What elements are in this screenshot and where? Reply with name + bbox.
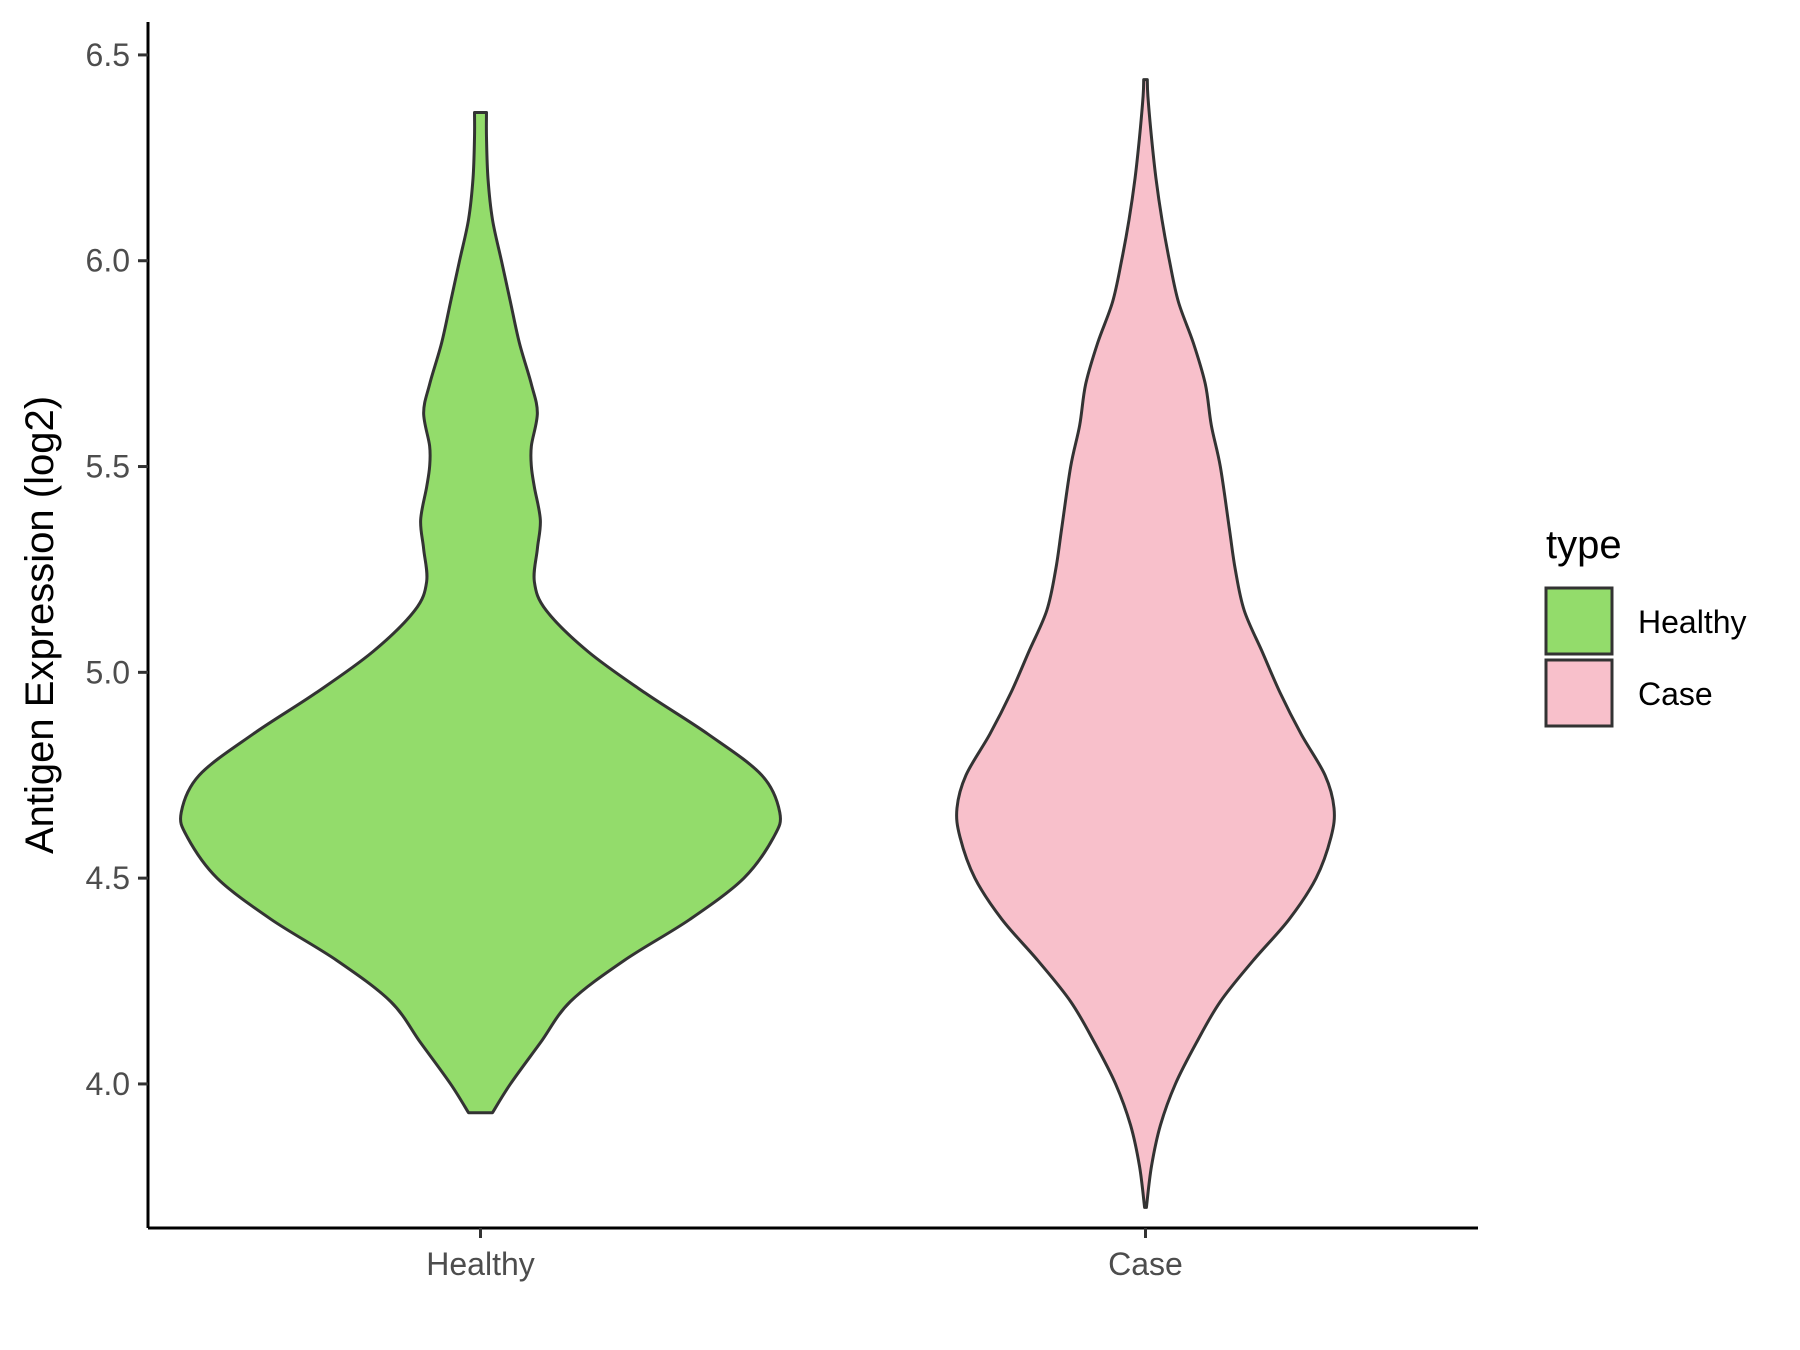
y-tick-label: 6.5 <box>86 37 130 73</box>
x-tick-label: Healthy <box>426 1246 535 1282</box>
x-ticks: Healthy Case <box>426 1228 1183 1282</box>
y-tick-label: 5.5 <box>86 449 130 485</box>
legend-swatch <box>1544 586 1614 656</box>
legend-title: type <box>1546 523 1622 567</box>
y-ticks: 4.0 4.5 5.0 5.5 6.0 6.5 <box>86 37 148 1102</box>
y-tick-label: 4.5 <box>86 860 130 896</box>
legend: type Healthy Case <box>1544 523 1747 728</box>
x-tick-label: Case <box>1108 1246 1183 1282</box>
legend-swatch <box>1544 658 1614 728</box>
y-axis-title: Antigen Expression (log2) <box>18 396 62 854</box>
y-tick-label: 6.0 <box>86 243 130 279</box>
legend-label: Healthy <box>1638 604 1747 640</box>
legend-items: Healthy Case <box>1544 586 1747 728</box>
legend-label: Case <box>1638 676 1713 712</box>
plot-area: 4.0 4.5 5.0 5.5 6.0 6.5 Healthy Case <box>86 22 1478 1282</box>
y-tick-label: 5.0 <box>86 654 130 690</box>
y-tick-label: 4.0 <box>86 1066 130 1102</box>
violin-case <box>955 78 1336 1209</box>
violin-healthy <box>179 111 782 1115</box>
violin-group <box>179 78 1336 1209</box>
